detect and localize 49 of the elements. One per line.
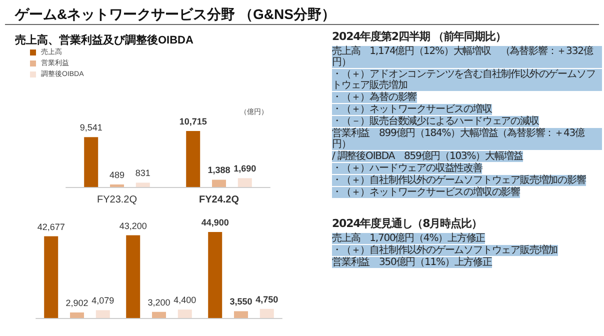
text: 売上高 1,700億円（4%）上方修正	[332, 233, 486, 244]
bar	[234, 311, 248, 318]
data-label: 4,079	[92, 296, 114, 306]
bar	[70, 312, 84, 318]
data-label: 43,200	[119, 220, 147, 231]
text: ・（＋）自社制作以外のゲームソフトウェア販売増加	[332, 245, 558, 256]
bar	[126, 235, 140, 318]
text: ・（＋）ネットワークサービスの増収の影響	[332, 187, 520, 198]
text: ・（＋）アドオンコンテンツを含む自社制作以外のゲームソフトウェア販売増加	[332, 69, 602, 91]
text: 2024年度見通し（8月時点比）	[332, 217, 482, 230]
bar	[260, 308, 274, 318]
text: 売上高 1,174億円（12%）大幅増収 （為替影響：＋332億円）	[332, 46, 602, 68]
bar	[96, 310, 110, 318]
x-tick-label: FY24.2Q	[198, 194, 240, 206]
data-label: 831	[135, 168, 150, 178]
text: ・（＋）ハードウェアの収益性改善	[332, 163, 482, 174]
text: ・（－）販売台数減少によるハードウェアの減収	[332, 116, 539, 127]
bar	[110, 184, 124, 187]
data-label: 44,900	[201, 218, 229, 228]
data-label: 2,902	[66, 298, 88, 308]
data-label: 3,200	[148, 297, 170, 308]
data-label: 10,715	[179, 116, 207, 126]
text: / 調整後OIBDA 859億円（103%）大幅増益	[332, 151, 523, 162]
bar	[208, 232, 222, 318]
text: 営業利益 899億円（184%）大幅増益（為替影響：＋43億円）	[332, 128, 602, 150]
data-label: 9,541	[80, 122, 102, 133]
bar	[44, 236, 58, 318]
bar	[84, 137, 98, 187]
data-label: 489	[109, 170, 125, 180]
bar	[178, 310, 192, 318]
data-label: 1,690	[234, 164, 256, 174]
text: 2024年度第2四半期 （前年同期比）	[332, 30, 506, 43]
text: ・（＋）自社制作以外のゲームソフトウェア販売増加の影響	[332, 175, 586, 186]
text: ・（＋）ネットワークサービスの増収	[332, 104, 492, 115]
data-label: 4,750	[256, 294, 278, 304]
text: 営業利益 350億円（11%）上方修正	[332, 257, 492, 268]
data-label: 4,400	[174, 295, 196, 306]
bar	[136, 182, 150, 187]
data-label: 1,388	[208, 165, 230, 176]
bar	[238, 178, 252, 187]
chart-title: ゲーム&ネットワークサービス分野 （G&NS分野）	[14, 6, 336, 22]
bar	[152, 312, 166, 318]
bar	[212, 180, 226, 187]
data-label: 3,550	[230, 296, 252, 307]
text: ・（＋）為替の影響	[332, 92, 417, 103]
data-label: 42,677	[37, 222, 65, 232]
x-tick-label: FY23.2Q	[96, 194, 138, 206]
bar	[186, 131, 200, 187]
chart-subtitle: 売上高、営業利益及び調整後OIBDA	[15, 34, 194, 46]
